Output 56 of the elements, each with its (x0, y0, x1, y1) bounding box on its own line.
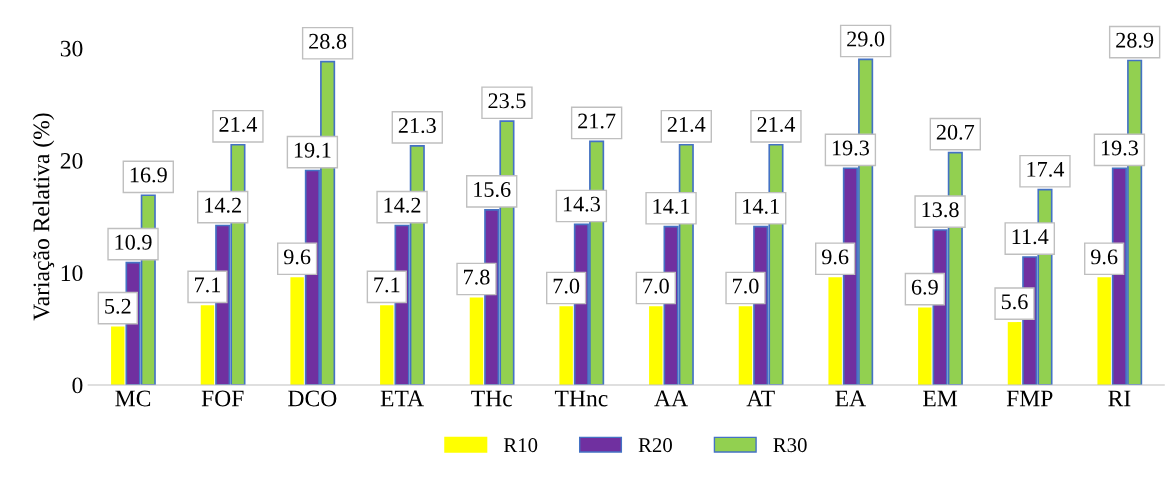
y-tick-label: 0 (72, 377, 83, 394)
data-label: 10.9 (115, 234, 152, 250)
data-label: 28.8 (309, 33, 347, 49)
data-label: 5.2 (105, 298, 131, 314)
data-label: 5.6 (1001, 294, 1028, 310)
data-label: 16.9 (130, 167, 167, 183)
x-tick-label: EM (923, 390, 958, 407)
data-label: 21.7 (578, 113, 616, 129)
data-label: 29.0 (847, 31, 885, 47)
data-label: 21.3 (398, 118, 436, 134)
data-label: 9.6 (821, 249, 849, 265)
data-label: 15.6 (474, 182, 511, 198)
x-tick-label: THnc (554, 390, 608, 407)
x-tick-label: AT (746, 390, 775, 407)
data-label: 14.2 (205, 197, 241, 213)
data-label: 14.1 (743, 198, 779, 214)
data-label: 19.1 (294, 142, 331, 158)
x-tick-label: ETA (380, 390, 424, 407)
x-tick-label: AA (654, 390, 688, 407)
data-label: 7.1 (195, 277, 221, 293)
data-label: 7.0 (643, 278, 669, 294)
y-tick-label: 10 (61, 265, 83, 282)
x-tick-label: EA (835, 390, 866, 407)
data-label: 28.9 (1116, 32, 1154, 48)
data-label: 14.3 (563, 196, 600, 212)
data-label: 23.5 (488, 93, 526, 109)
data-label: 21.4 (667, 116, 706, 132)
data-label: 6.9 (911, 279, 938, 295)
legend-label: R10 (503, 438, 538, 453)
data-label: 9.6 (1090, 249, 1118, 265)
data-label: 17.4 (1027, 161, 1065, 177)
data-label: 14.2 (384, 197, 421, 213)
x-tick-label: RI (1108, 390, 1131, 407)
y-axis-title: Variação Relativa (%) (32, 113, 55, 321)
y-tick-label: 30 (60, 40, 83, 57)
x-tick-label: DCO (288, 390, 337, 407)
data-label: 19.3 (832, 140, 869, 156)
legend-label: R30 (773, 438, 807, 453)
data-label: 9.6 (283, 249, 311, 265)
data-label: 7.8 (464, 269, 490, 285)
legend-label: R20 (638, 438, 672, 453)
data-label: 20.7 (936, 124, 975, 140)
x-tick-label: FMP (1006, 390, 1053, 407)
data-label: 19.3 (1101, 140, 1138, 156)
data-label: 14.1 (653, 198, 690, 214)
data-label: 21.4 (219, 116, 258, 132)
data-label: 21.4 (757, 116, 796, 132)
data-label: 11.4 (1012, 229, 1049, 245)
data-label: 7.1 (374, 277, 400, 293)
x-tick-label: MC (115, 390, 151, 407)
data-label: 13.8 (922, 202, 959, 218)
y-tick-label: 20 (60, 152, 83, 169)
x-tick-label: FOF (201, 390, 244, 407)
data-label: 7.0 (553, 278, 580, 294)
data-label: 7.0 (733, 278, 759, 294)
x-tick-label: THc (471, 390, 512, 407)
